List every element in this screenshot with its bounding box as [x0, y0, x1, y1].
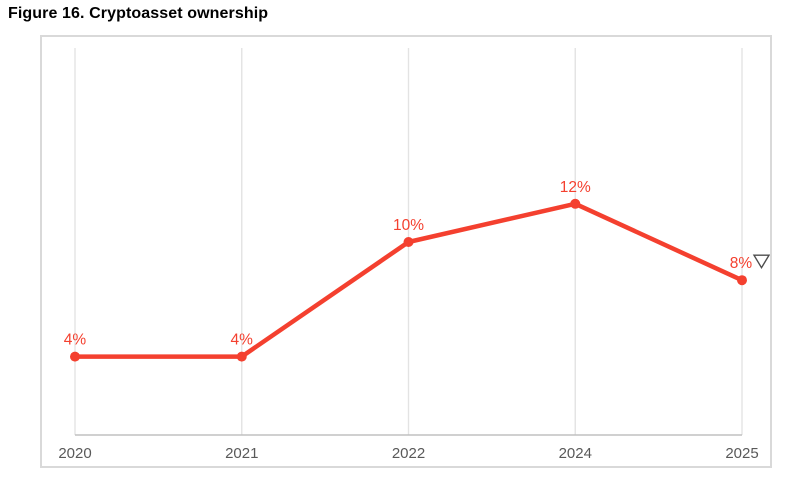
x-tick-label: 2024 [559, 445, 592, 462]
data-point [236, 351, 247, 362]
data-point [403, 237, 414, 247]
data-point [737, 275, 747, 286]
chart-panel: 2020 2021 2022 2024 2025 4% 4% 10% 12% 8% [40, 35, 772, 468]
triangle-down-icon [752, 254, 770, 270]
data-label: 12% [560, 179, 591, 196]
data-point [70, 351, 80, 362]
figure-title: Figure 16. Cryptoasset ownership [8, 5, 269, 22]
data-label: 4% [231, 332, 254, 349]
x-tick-label: 2020 [58, 445, 91, 462]
data-label: 8% [730, 255, 753, 272]
x-tick-label: 2021 [225, 445, 258, 462]
data-label: 4% [64, 332, 87, 349]
x-tick-label: 2022 [392, 445, 425, 462]
x-tick-label: 2025 [725, 445, 758, 462]
line-chart: 2020 2021 2022 2024 2025 4% 4% 10% 12% 8% [58, 48, 770, 462]
data-point [570, 198, 581, 209]
data-label: 10% [393, 217, 424, 234]
